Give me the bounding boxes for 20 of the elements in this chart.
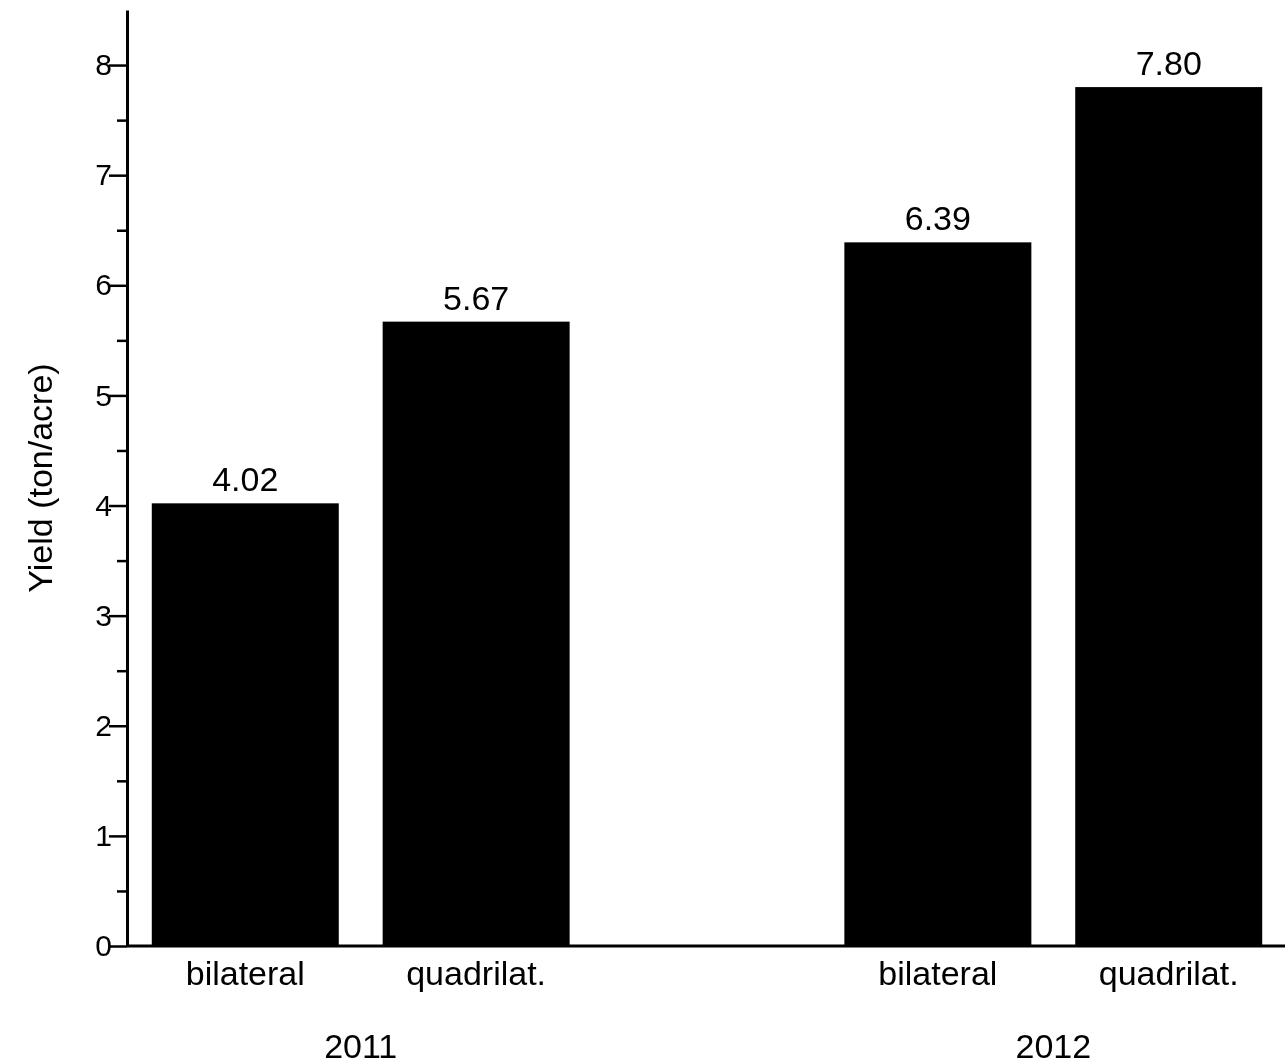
y-tick-label: 1 bbox=[95, 818, 112, 852]
y-tick-label: 2 bbox=[95, 708, 112, 742]
data-label: 6.39 bbox=[904, 199, 971, 238]
y-tick-label: 3 bbox=[95, 598, 112, 632]
y-tick-label: 4 bbox=[95, 488, 112, 522]
text: 2011 bbox=[324, 1027, 398, 1064]
x-tick-label: quadrilat. bbox=[406, 954, 547, 992]
y-tick-label: 8 bbox=[95, 48, 112, 82]
data-label: 5.67 bbox=[443, 278, 510, 317]
y-tick-label: 6 bbox=[95, 268, 112, 302]
y-tick-label: 0 bbox=[95, 929, 112, 963]
text: 2012 bbox=[1015, 1027, 1092, 1064]
data-label: 7.80 bbox=[1135, 44, 1202, 83]
y-tick-label: 5 bbox=[95, 378, 112, 412]
data-label: 4.02 bbox=[212, 460, 279, 499]
x-tick-label: quadrilat. bbox=[1098, 954, 1239, 992]
x-tick-label: bilateral bbox=[185, 954, 305, 992]
y-tick-label: 7 bbox=[95, 158, 112, 192]
y-axis-title: Yield (ton/acre) bbox=[21, 363, 59, 593]
x-tick-label: bilateral bbox=[878, 954, 998, 992]
